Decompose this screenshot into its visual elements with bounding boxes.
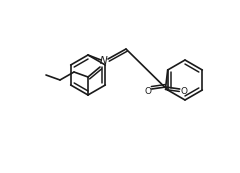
Text: O: O	[180, 86, 187, 95]
Text: O: O	[144, 86, 151, 95]
Text: N: N	[100, 56, 108, 66]
